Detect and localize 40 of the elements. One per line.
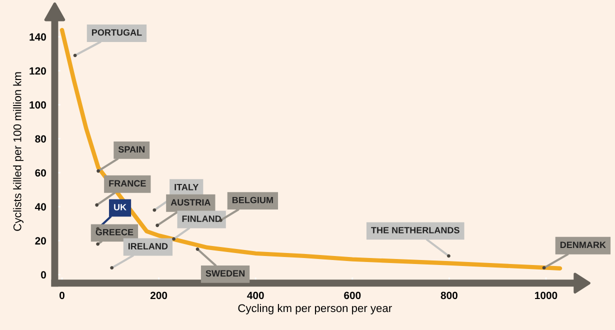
point bbox=[172, 237, 176, 241]
annotation: BELGIUM bbox=[232, 196, 273, 204]
annotation: IRELAND bbox=[128, 243, 168, 250]
y-tick-label: 140 bbox=[30, 33, 46, 41]
annotation: UK bbox=[114, 204, 126, 210]
annotation: THE NETHERLANDS bbox=[371, 226, 460, 234]
x-tick-label: 0 bbox=[60, 292, 64, 300]
x-tick-label: 800 bbox=[440, 292, 458, 300]
annotation: FRANCE bbox=[109, 180, 146, 187]
point bbox=[447, 254, 450, 258]
annotation: SPAIN bbox=[118, 146, 144, 153]
annotation: GREECE bbox=[96, 228, 134, 236]
y-tick-label: 80 bbox=[35, 135, 46, 143]
x-axis-title: Cycling km per person per year bbox=[238, 304, 392, 314]
annotation: FINLAND bbox=[182, 216, 222, 222]
x-tick-label: 1000 bbox=[535, 292, 558, 300]
y-tick-label: 40 bbox=[34, 203, 46, 211]
point bbox=[542, 266, 546, 270]
x-tick-label: 600 bbox=[344, 292, 361, 300]
point bbox=[95, 203, 99, 207]
point bbox=[156, 224, 160, 228]
point bbox=[152, 208, 156, 212]
point bbox=[96, 242, 100, 246]
y-axis-title: Cyclists killed per 100 million km bbox=[13, 72, 24, 231]
x-tick-label: 400 bbox=[247, 292, 264, 300]
x-tick-label: 200 bbox=[150, 292, 168, 300]
annotation: ITALY bbox=[174, 184, 199, 190]
point bbox=[196, 247, 200, 251]
y-tick-label: 20 bbox=[35, 237, 46, 245]
annotation: PORTUGAL bbox=[92, 29, 142, 36]
y-tick-label: 100 bbox=[30, 101, 46, 109]
annotation: SWEDEN bbox=[206, 270, 244, 277]
y-tick-label: 0 bbox=[41, 271, 46, 279]
y-tick-label: 120 bbox=[30, 67, 46, 75]
point bbox=[110, 266, 114, 270]
annotation: AUSTRIA bbox=[170, 199, 210, 206]
y-tick-label: 60 bbox=[35, 169, 46, 177]
line-series bbox=[60, 28, 562, 270]
annotation: DENMARK bbox=[560, 242, 606, 248]
point bbox=[96, 169, 100, 173]
